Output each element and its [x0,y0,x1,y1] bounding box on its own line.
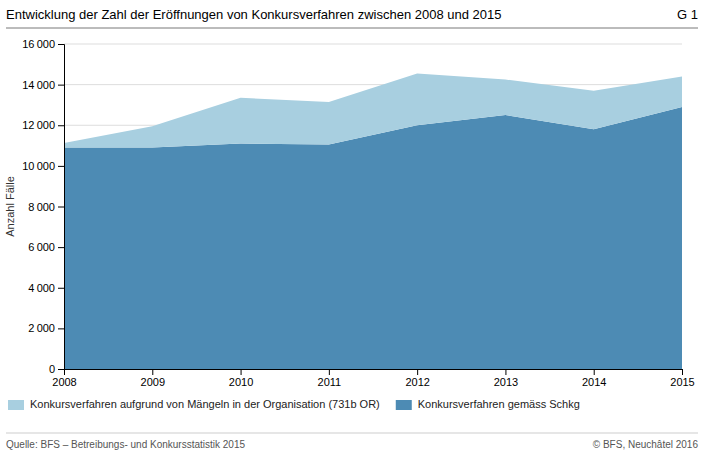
tick-mark [241,369,242,375]
x-axis: 2008 2009 2010 2011 2012 2013 2014 2015 [52,369,694,388]
axis-line [58,45,65,370]
plot-area [64,73,682,369]
tick-label: 10 000 [22,160,55,172]
tick-mark [58,369,64,370]
tick: 2010 [229,369,253,388]
separator [6,433,698,434]
tick-label: 2009 [141,376,165,388]
tick-label: 2010 [229,376,253,388]
axis-title: Anzahl Fälle [4,176,16,237]
chart: Entwicklung der Zahl der Eröffnungen von… [0,0,704,459]
tick: 2009 [141,369,165,388]
tick-label: 6 000 [28,241,55,253]
area [64,73,682,147]
tick-mark [58,288,64,289]
tick-label: 2008 [52,376,76,388]
tick-mark [417,369,418,375]
tick-mark [58,328,64,329]
tick-mark [58,247,64,248]
annotation: © BFS, Neuchâtel 2016 [593,439,699,450]
tick: 16 000 [22,38,64,50]
tick-label: 16 000 [22,38,55,50]
annotation: G 1 [677,7,698,22]
tick-label: 2012 [405,376,429,388]
tick-mark [329,369,330,375]
title: Entwicklung der Zahl der Eröffnungen von… [6,7,502,22]
tick: 0 [49,363,64,375]
tick: 6 000 [28,241,64,253]
tick-label: 8 000 [28,201,55,213]
legend-swatch [396,400,412,410]
tick-label: 14 000 [22,79,55,91]
axis-line [65,370,683,376]
tick: 2013 [494,369,518,388]
tick-mark [58,85,64,86]
tick-mark [58,44,64,45]
legend: Konkursverfahren aufgrund von Mängeln in… [8,398,580,410]
tick: 8 000 [28,201,64,213]
tick-mark [152,369,153,375]
annotation: Quelle: BFS – Betreibungs- und Konkursst… [6,439,245,450]
tick: 2 000 [28,322,64,334]
tick-label: 4 000 [28,282,55,294]
tick-label: 2011 [318,376,342,388]
tick-mark [594,369,595,375]
legend-item: Konkursverfahren aufgrund von Mängeln in… [8,398,380,410]
tick: 14 000 [22,79,64,91]
tick: 2011 [318,369,342,388]
tick: 2014 [582,369,606,388]
legend-swatch [8,400,24,410]
tick: 4 000 [28,282,64,294]
tick-label: 2015 [670,376,694,388]
separator [6,28,698,29]
legend-label: Konkursverfahren gemäss Schkg [418,398,580,410]
legend-label: Konkursverfahren aufgrund von Mängeln in… [30,398,380,410]
grid-line [64,84,682,85]
legend-item: Konkursverfahren gemäss Schkg [396,398,580,410]
tick-label: 2014 [582,376,606,388]
tick: 2008 [52,369,76,388]
tick: 2012 [405,369,429,388]
tick-mark [58,207,64,208]
grid [64,44,682,369]
tick: 12 000 [22,119,64,131]
tick-mark [505,369,506,375]
tick-label: 2 000 [28,322,55,334]
tick-label: 0 [49,363,55,375]
y-axis: 0 2 000 4 000 6 000 8 000 10 000 12 000 14 000 1… [22,38,64,375]
tick-label: 2013 [494,376,518,388]
tick: 2015 [670,369,694,388]
tick: 10 000 [22,160,64,172]
grid-line [64,44,682,45]
tick-mark [682,369,683,375]
tick-label: 12 000 [22,119,55,131]
tick-mark [58,166,64,167]
tick-mark [58,125,64,126]
